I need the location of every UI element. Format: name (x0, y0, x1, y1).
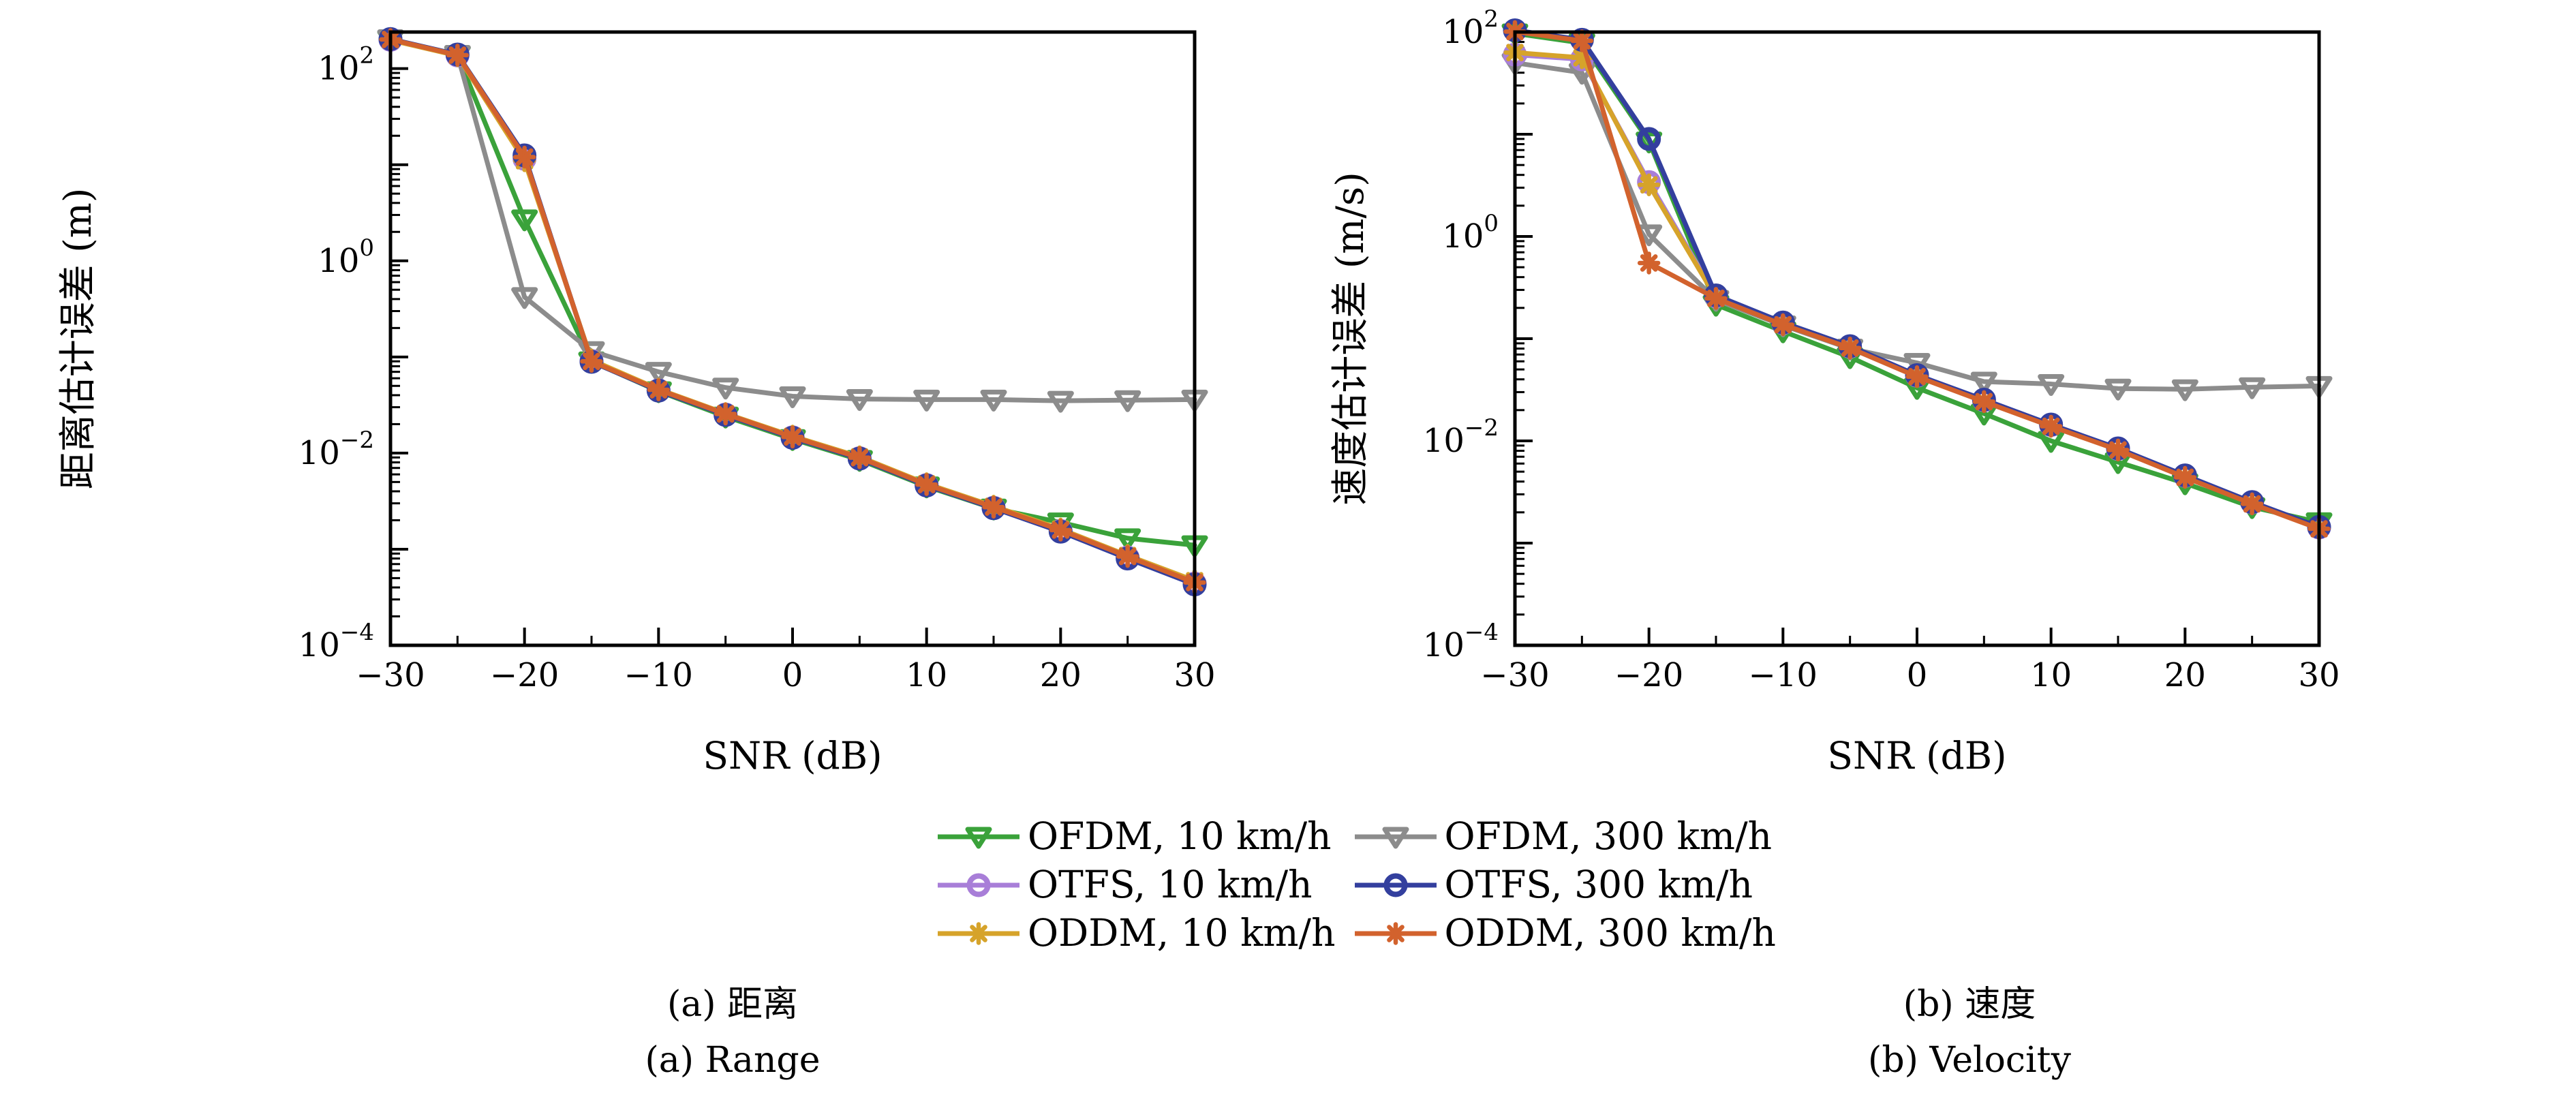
y-axis-title: 距离估计误差 (m) (56, 188, 99, 490)
series-otfs10 (1503, 42, 2331, 540)
y-tick-label: 10−4 (298, 619, 374, 664)
y-tick-label: 10−4 (1423, 619, 1499, 664)
legend-item-oddm300: ODDM, 300 km/h (1353, 914, 1776, 952)
plot-frame (388, 30, 1197, 647)
chart-range: −30 −20 −10 0 10 20 30 102 100 10−2 10−4 SNR (dB) 距离… (56, 27, 1216, 778)
series-otfs300 (1503, 18, 2331, 539)
legend-marker-ofdm300-icon (1354, 827, 1437, 848)
legend-label: OTFS, 300 km/h (1444, 863, 1753, 906)
x-axis-ticks: −30 −20 −10 0 10 20 30 (356, 628, 1216, 694)
legend-item-oddm10: ODDM, 10 km/h (936, 911, 1336, 955)
legend-marker-otfs300-icon (1354, 873, 1437, 897)
y-tick-label: 100 (1442, 210, 1499, 256)
legend-label: OFDM, 10 km/h (1028, 814, 1332, 858)
y-tick-label: 100 (318, 234, 374, 280)
x-tick-label: 20 (1040, 656, 1082, 694)
x-tick-label: 0 (1907, 656, 1928, 694)
x-axis-title: SNR (dB) (703, 734, 882, 778)
legend-marker-ofdm10-icon (938, 827, 1020, 848)
x-tick-label: −30 (1480, 656, 1549, 694)
legend-item-otfs10: OTFS, 10 km/h (936, 866, 1335, 904)
legend-marker-oddm10-icon (938, 921, 1020, 945)
series-ofdm10 (1501, 23, 2333, 534)
caption-velocity-en: (b) Velocity (1868, 1040, 2071, 1081)
x-tick-label: 10 (2030, 656, 2072, 694)
legend-label: OTFS, 10 km/h (1028, 863, 1313, 906)
series-otfs300 (378, 27, 1207, 597)
x-tick-label: 30 (1174, 656, 1215, 694)
x-tick-label: 20 (2164, 656, 2206, 694)
y-tick-label: 10−2 (1423, 414, 1499, 460)
legend-item-otfs300: OTFS, 300 km/h (1353, 866, 1776, 904)
x-tick-label: −10 (624, 656, 693, 694)
series-oddm10 (1503, 41, 2331, 540)
series-oddm10 (379, 29, 1206, 592)
series-oddm300 (1503, 20, 2331, 540)
series-ofdm10 (377, 29, 1208, 557)
legend-marker-otfs10-icon (938, 873, 1020, 897)
x-tick-label: 0 (782, 656, 803, 694)
legend-label: ODDM, 300 km/h (1444, 911, 1776, 955)
x-axis-title: SNR (dB) (1827, 734, 2006, 778)
legend-item-ofdm10: OFDM, 10 km/h (936, 818, 1335, 855)
y-tick-label: 102 (318, 42, 374, 88)
y-axis-ticks: 102 100 10−2 10−4 (1423, 5, 1533, 664)
legend-label: OFDM, 300 km/h (1444, 814, 1773, 858)
x-tick-label: 30 (2298, 656, 2340, 694)
y-tick-label: 10−2 (298, 427, 374, 472)
y-axis-title: 速度估计误差 (m/s) (1328, 172, 1372, 505)
chart-velocity: −30 −20 −10 0 10 20 30 102 100 10−2 10−4 SNR (dB) 速度… (1328, 5, 2340, 778)
series-otfs10 (378, 27, 1207, 596)
y-tick-label: 102 (1442, 5, 1499, 51)
plot-frame (1513, 30, 2321, 647)
caption-range-zh: (a) 距离 (666, 984, 799, 1025)
legend-item-ofdm300: OFDM, 300 km/h (1353, 818, 1776, 855)
legend-marker-oddm300-icon (1354, 921, 1437, 945)
x-tick-label: −20 (490, 656, 559, 694)
series-oddm300 (379, 28, 1206, 594)
x-tick-label: −30 (356, 656, 425, 694)
y-axis-ticks: 102 100 10−2 10−4 (298, 38, 408, 664)
legend-label: ODDM, 10 km/h (1028, 911, 1336, 955)
caption-velocity-zh: (b) 速度 (1903, 984, 2036, 1025)
caption-range-en: (a) Range (645, 1040, 821, 1081)
x-tick-label: −10 (1749, 656, 1818, 694)
series-ofdm300 (377, 29, 1208, 413)
legend: OFDM, 10 km/h OFDM, 300 km/h OTFS, 10 km/h… (777, 818, 1935, 952)
x-tick-label: −20 (1614, 656, 1683, 694)
x-tick-label: 10 (906, 656, 947, 694)
x-axis-ticks: −30 −20 −10 0 10 20 30 (1480, 628, 2340, 694)
